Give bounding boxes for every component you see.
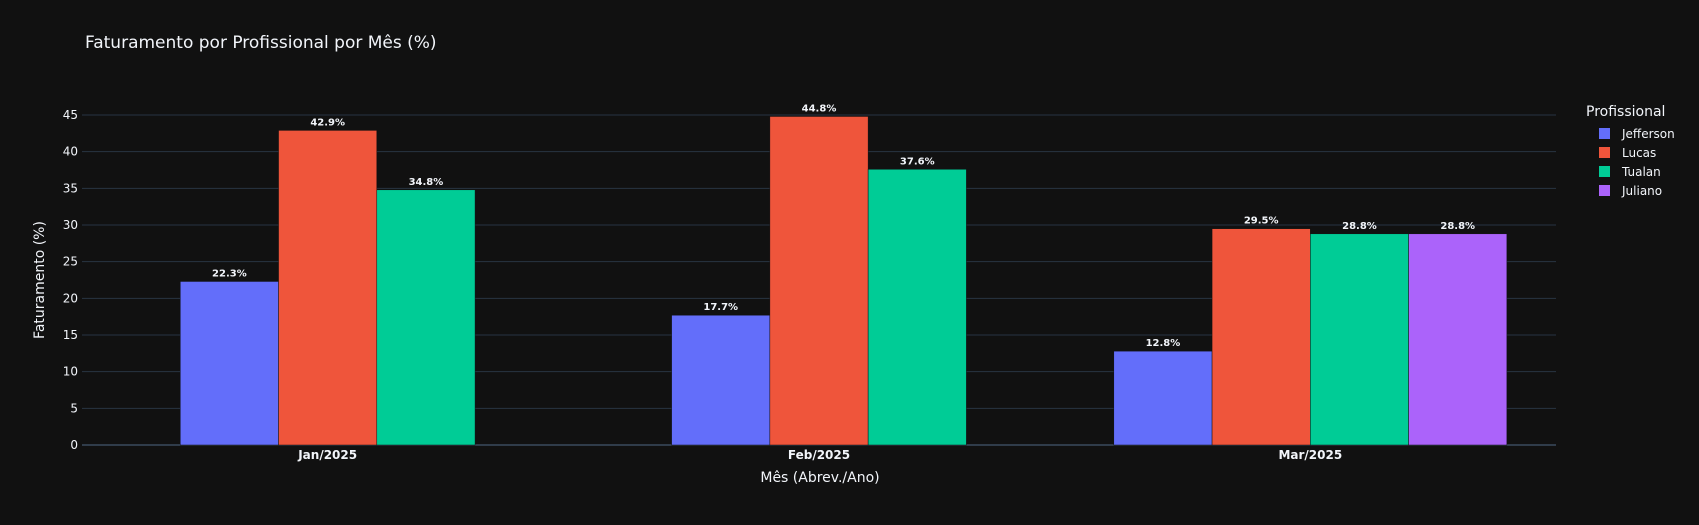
- bar-tualan-feb-2025[interactable]: [867, 169, 967, 446]
- bar-tualan-mar-2025[interactable]: [1310, 233, 1409, 446]
- y-tick-label: 5: [70, 401, 78, 415]
- y-tick-label: 30: [63, 218, 78, 232]
- data-label: 28.8%: [1342, 221, 1377, 232]
- legend-swatch-lucas: [1599, 147, 1610, 158]
- x-tick-label: Feb/2025: [788, 448, 850, 462]
- legend-item-lucas[interactable]: Lucas: [1586, 143, 1675, 162]
- y-tick-label: 0: [70, 438, 78, 452]
- legend-label-jefferson: Jefferson: [1622, 126, 1675, 141]
- y-axis-title: Faturamento (%): [32, 221, 48, 339]
- y-tick-label: 35: [63, 181, 78, 195]
- x-axis-title: Mês (Abrev./Ano): [760, 470, 880, 486]
- data-label: 37.6%: [900, 156, 935, 167]
- data-label: 17.7%: [703, 302, 738, 313]
- legend-swatch-juliano: [1599, 185, 1610, 196]
- legend-title: Profissional: [1586, 104, 1666, 120]
- legend-item-tualan[interactable]: Tualan: [1586, 162, 1675, 181]
- y-tick-label: 40: [63, 145, 78, 159]
- bar-lucas-jan-2025[interactable]: [278, 130, 378, 446]
- bar-lucas-mar-2025[interactable]: [1211, 228, 1311, 446]
- data-label: 22.3%: [212, 268, 247, 279]
- x-tick-label: Mar/2025: [1278, 448, 1342, 462]
- data-label: 42.9%: [310, 117, 345, 128]
- bar-jefferson-feb-2025[interactable]: [671, 314, 771, 446]
- y-tick-label: 20: [63, 291, 78, 305]
- bar-juliano-mar-2025[interactable]: [1408, 233, 1508, 446]
- y-tick-label: 10: [63, 365, 78, 379]
- legend-swatch-jefferson: [1599, 128, 1610, 139]
- legend-label-tualan: Tualan: [1622, 164, 1661, 179]
- legend-swatch-tualan: [1599, 166, 1610, 177]
- y-tick-label: 15: [63, 328, 78, 342]
- data-label: 28.8%: [1440, 221, 1475, 232]
- y-tick-label: 45: [63, 108, 78, 122]
- data-label: 34.8%: [409, 177, 444, 188]
- data-label: 29.5%: [1244, 216, 1279, 227]
- x-tick-label: Jan/2025: [297, 448, 357, 462]
- legend: Profissional Jefferson Lucas Tualan Juli…: [1586, 104, 1675, 200]
- data-label: 44.8%: [802, 103, 837, 114]
- legend-label-lucas: Lucas: [1622, 145, 1657, 160]
- bar-tualan-jan-2025[interactable]: [376, 189, 476, 446]
- legend-item-juliano[interactable]: Juliano: [1586, 181, 1675, 200]
- y-tick-label: 25: [63, 255, 78, 269]
- bar-jefferson-jan-2025[interactable]: [180, 281, 279, 446]
- bar-lucas-feb-2025[interactable]: [769, 116, 869, 446]
- chart-title: Faturamento por Profissional por Mês (%): [85, 33, 437, 53]
- data-label: 12.8%: [1146, 338, 1181, 349]
- legend-label-juliano: Juliano: [1622, 183, 1663, 198]
- legend-item-jefferson[interactable]: Jefferson: [1586, 124, 1675, 143]
- bar-jefferson-mar-2025[interactable]: [1113, 350, 1213, 446]
